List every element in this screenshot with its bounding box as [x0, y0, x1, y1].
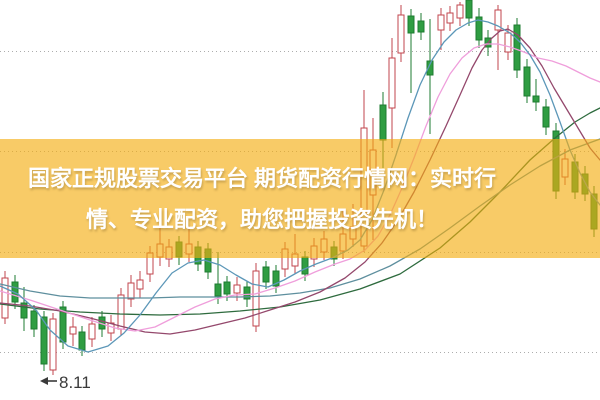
candle-down — [20, 302, 28, 319]
candle-down — [465, 0, 473, 19]
candle-up — [252, 270, 260, 327]
candle-up — [437, 14, 445, 31]
left-arrow-icon — [40, 377, 48, 385]
candle-down — [475, 16, 483, 41]
candle-down — [223, 281, 231, 295]
candle-down — [513, 24, 521, 71]
candle-up — [127, 282, 135, 300]
candle-up — [136, 279, 144, 290]
candle-down — [542, 106, 550, 128]
candle-down — [407, 15, 415, 34]
candle-up — [446, 12, 454, 24]
candle-up — [504, 32, 512, 53]
candle-up — [397, 14, 405, 54]
candle-down — [301, 256, 309, 275]
candle-down — [243, 286, 251, 300]
candle-up — [388, 57, 396, 109]
ma-line-ma60 — [0, 107, 600, 316]
candle-down — [30, 310, 38, 330]
candle-up — [117, 294, 125, 330]
promo-banner-line-2: 情、专业配资，助您把握投资先机！ — [85, 206, 438, 232]
candle-up — [456, 4, 464, 19]
candle-down — [40, 316, 48, 365]
candle-up — [69, 326, 77, 335]
low-price-label: 8.11 — [59, 373, 91, 392]
candle-up — [88, 323, 96, 340]
candle-down — [417, 20, 425, 33]
candle-up — [49, 318, 57, 371]
candle-up — [494, 9, 502, 31]
promo-banner-text: 国家正规股票交易平台 期货配资行情网：实时行 情、专业配资，助您把握投资先机！ — [0, 158, 524, 240]
candle-up — [1, 277, 9, 319]
promo-banner-overlay[interactable]: 国家正规股票交易平台 期货配资行情网：实时行 情、专业配资，助您把握投资先机！ — [0, 139, 600, 258]
candle-down — [379, 104, 387, 141]
candle-down — [262, 266, 270, 283]
promo-banner-line-1: 国家正规股票交易平台 期货配资行情网：实时行 — [27, 165, 497, 191]
candle-down — [78, 331, 86, 351]
candle-down — [532, 95, 540, 103]
candle-down — [426, 60, 434, 76]
candle-down — [214, 283, 222, 297]
candle-down — [272, 270, 280, 287]
candle-up — [233, 284, 241, 294]
candle-down — [523, 66, 531, 97]
